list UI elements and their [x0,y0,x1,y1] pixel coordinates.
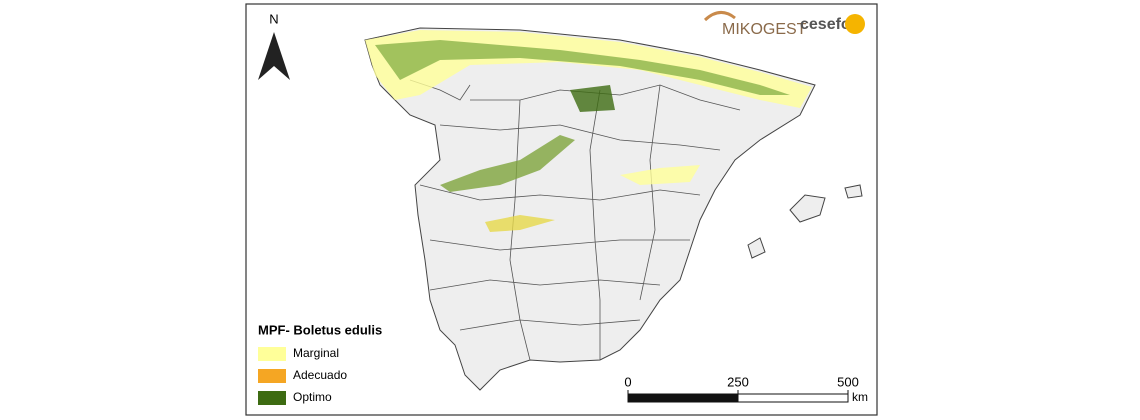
legend: MPF- Boletus edulis Marginal Adecuado Opti… [258,322,382,405]
spain-map [364,27,863,391]
legend-label: Optimo [293,390,332,404]
logos: MIKOGEST cesefor [703,11,865,38]
logo-swoosh [703,11,736,22]
mainland [364,27,816,391]
arrow [258,32,290,80]
scale-label: 250 [727,374,749,389]
logo-mikogest: MIKOGEST [722,21,807,38]
legend-swatch [258,347,286,361]
legend-label: Marginal [293,346,339,360]
legend-swatch [258,391,286,405]
optimal-zone [375,40,790,95]
north-arrow: N [258,11,290,80]
marginal-zone [620,165,700,185]
islands [747,184,863,259]
scale-segment [737,393,849,403]
legend-swatch [258,369,286,383]
province-borders [409,79,741,361]
scale-unit: km [852,390,868,404]
habitat-patches [365,30,812,232]
north-label: N [269,11,278,26]
adequate-zone [485,215,555,232]
scale-label: 0 [624,374,631,389]
optimal-zone [440,135,575,192]
legend-title: MPF- Boletus edulis [258,322,382,337]
scale-segment [627,393,739,403]
scale-label: 500 [837,374,859,389]
legend-label: Adecuado [293,368,347,382]
logo-cesefor: cesefor [800,16,857,33]
logo-mark [845,14,865,34]
optimal-zone [570,85,615,112]
